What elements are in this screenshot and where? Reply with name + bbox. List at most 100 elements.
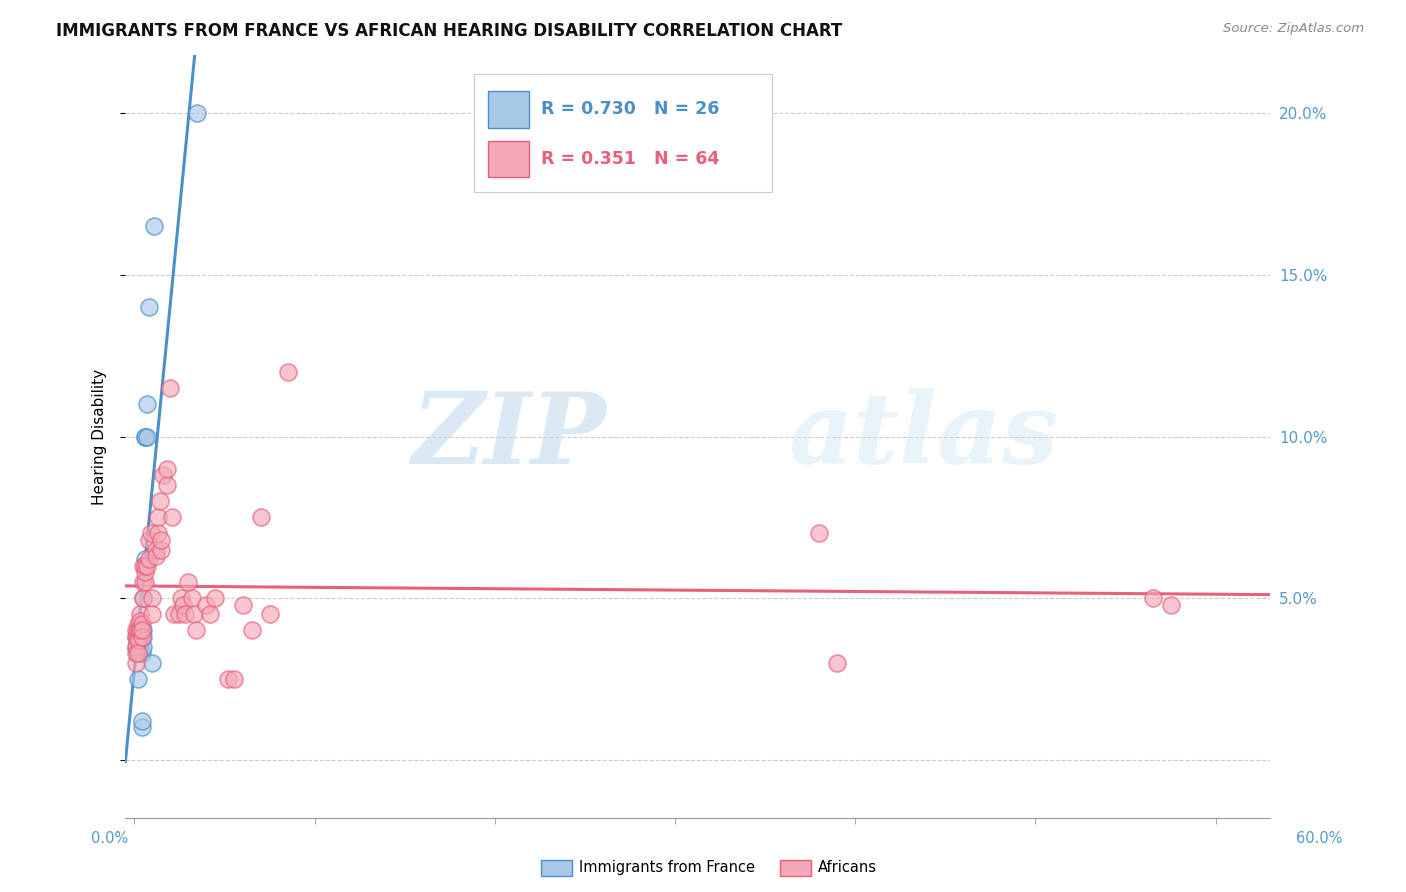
Point <box>127 630 149 644</box>
Point <box>131 646 153 660</box>
Point <box>125 656 148 670</box>
Point <box>145 549 167 563</box>
Point <box>249 510 271 524</box>
Point <box>127 646 149 660</box>
Point <box>134 574 156 589</box>
Point <box>138 300 160 314</box>
Point <box>131 617 153 632</box>
Text: R = 0.351   N = 64: R = 0.351 N = 64 <box>541 150 718 168</box>
Point <box>132 558 155 573</box>
Text: R = 0.730   N = 26: R = 0.730 N = 26 <box>541 100 718 119</box>
Point <box>138 552 160 566</box>
Point <box>825 656 848 670</box>
Point <box>138 533 160 547</box>
Point <box>134 558 156 573</box>
Point <box>132 591 155 606</box>
Point <box>132 630 155 644</box>
Point <box>169 607 191 622</box>
Point <box>231 598 253 612</box>
Point <box>173 607 195 622</box>
Point <box>131 630 153 644</box>
Point <box>170 591 193 606</box>
Point <box>195 598 218 612</box>
Point <box>146 510 169 524</box>
Point <box>259 607 281 622</box>
Point <box>127 617 149 632</box>
Point <box>125 624 148 638</box>
Point <box>131 624 153 638</box>
Point <box>128 624 150 638</box>
Bar <box>488 91 529 128</box>
Point <box>222 672 245 686</box>
Point <box>139 526 162 541</box>
Point <box>125 630 148 644</box>
Point <box>163 607 186 622</box>
Point <box>204 591 226 606</box>
Point <box>136 429 159 443</box>
Point <box>277 365 299 379</box>
Text: 0.0%: 0.0% <box>91 831 128 846</box>
Point <box>198 607 221 622</box>
Text: ZIP: ZIP <box>411 388 606 484</box>
Text: IMMIGRANTS FROM FRANCE VS AFRICAN HEARING DISABILITY CORRELATION CHART: IMMIGRANTS FROM FRANCE VS AFRICAN HEARIN… <box>56 22 842 40</box>
Point <box>125 646 148 660</box>
Point <box>184 624 207 638</box>
Point <box>1160 598 1182 612</box>
FancyBboxPatch shape <box>474 74 772 193</box>
Point <box>150 533 173 547</box>
Point <box>128 624 150 638</box>
Point <box>127 672 149 686</box>
Point <box>132 624 155 638</box>
Point <box>172 598 194 612</box>
Point <box>134 558 156 573</box>
Point <box>136 558 159 573</box>
Text: Source: ZipAtlas.com: Source: ZipAtlas.com <box>1223 22 1364 36</box>
Point <box>136 397 159 411</box>
Point <box>128 646 150 660</box>
Point <box>132 574 155 589</box>
Point <box>152 468 174 483</box>
Text: atlas: atlas <box>789 388 1059 484</box>
Point <box>1142 591 1164 606</box>
Point <box>127 624 149 638</box>
Point <box>127 646 149 660</box>
Point <box>134 429 156 443</box>
Point <box>132 591 155 606</box>
Point <box>131 720 153 734</box>
Point <box>159 381 181 395</box>
Text: Africans: Africans <box>818 860 877 874</box>
Point <box>149 494 172 508</box>
Point <box>141 607 163 622</box>
Point <box>145 542 167 557</box>
Point <box>143 219 166 234</box>
Point <box>141 656 163 670</box>
Point <box>141 591 163 606</box>
Point <box>146 526 169 541</box>
Point <box>156 462 179 476</box>
Point <box>134 552 156 566</box>
Point <box>127 630 149 644</box>
Text: Immigrants from France: Immigrants from France <box>579 860 755 874</box>
Bar <box>488 141 529 178</box>
Point <box>127 633 149 648</box>
Point <box>156 478 179 492</box>
Point <box>128 607 150 622</box>
Point <box>177 574 200 589</box>
Point <box>808 526 831 541</box>
Point <box>131 714 153 728</box>
Point <box>128 614 150 628</box>
Point <box>128 624 150 638</box>
Point <box>128 640 150 654</box>
Point <box>183 607 205 622</box>
Point <box>134 566 156 580</box>
Point <box>162 510 184 524</box>
Point <box>125 640 148 654</box>
Point <box>134 429 156 443</box>
Y-axis label: Hearing Disability: Hearing Disability <box>93 368 107 505</box>
Point <box>150 542 173 557</box>
Point <box>240 624 263 638</box>
Point <box>186 106 208 120</box>
Point <box>125 630 148 644</box>
Point <box>128 630 150 644</box>
Text: 60.0%: 60.0% <box>1296 831 1343 846</box>
